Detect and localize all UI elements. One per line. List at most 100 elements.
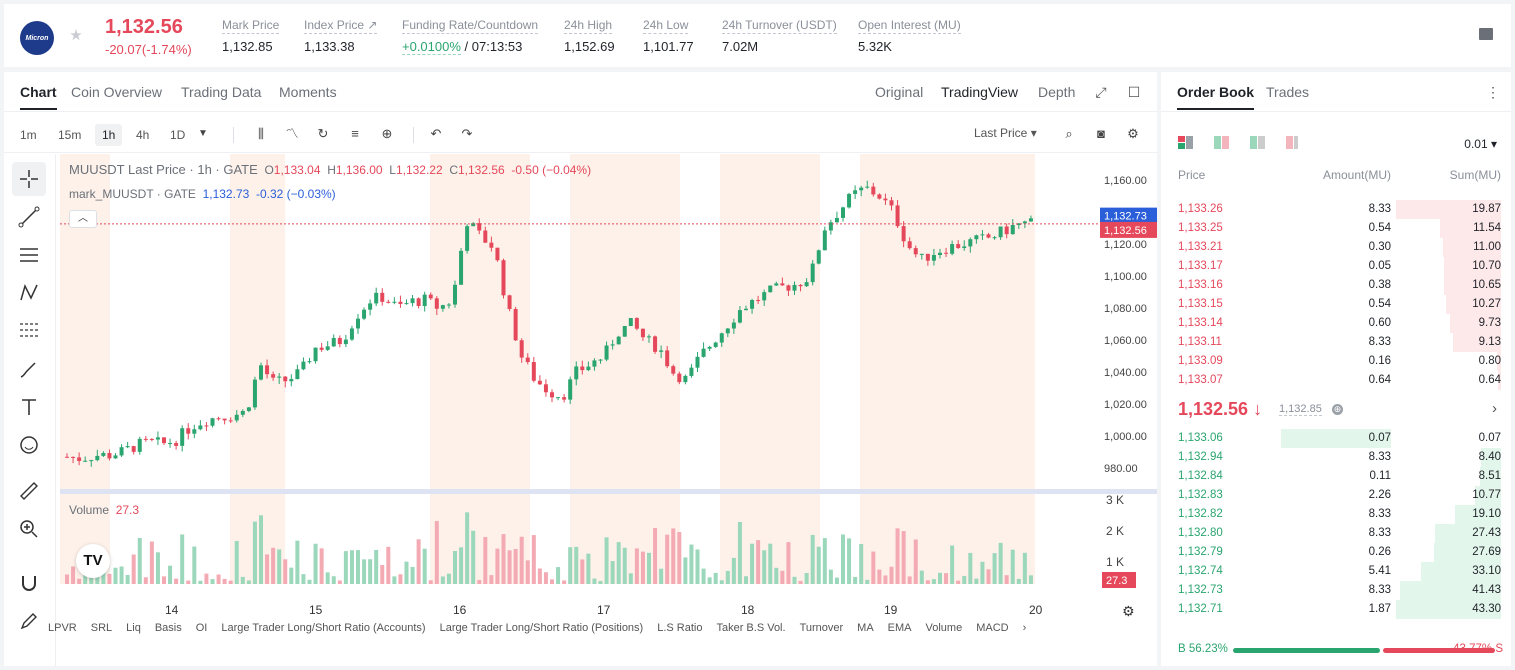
ask-row[interactable]: 1,133.16 0.38 10.65: [1161, 276, 1511, 295]
timeframe-1m[interactable]: 1m: [20, 128, 37, 142]
pattern-icon[interactable]: [12, 276, 46, 310]
bid-row[interactable]: 1,132.73 8.33 41.43: [1161, 581, 1511, 600]
more-icon[interactable]: ⋮: [1486, 84, 1500, 100]
bid-row[interactable]: 1,132.83 2.26 10.77: [1161, 486, 1511, 505]
ask-row[interactable]: 1,133.07 0.64 0.64: [1161, 371, 1511, 390]
timeframe-15m[interactable]: 15m: [58, 128, 82, 142]
volume-bar: [865, 579, 870, 584]
fib-icon[interactable]: [12, 314, 46, 348]
indicator-tab[interactable]: MA: [857, 622, 874, 634]
volume-bar: [659, 568, 664, 584]
ask-row[interactable]: 1,133.21 0.30 11.00: [1161, 238, 1511, 257]
crosshair-icon[interactable]: [12, 162, 46, 196]
chevron-right-icon[interactable]: ›: [1022, 622, 1027, 634]
tab-moments[interactable]: Moments: [279, 84, 337, 100]
stat-label[interactable]: Open Interest (MU): [858, 18, 961, 34]
pencil-lock-icon[interactable]: [12, 604, 46, 638]
favorite-star-icon[interactable]: ★: [69, 27, 83, 44]
indicator-tab[interactable]: MACD: [976, 622, 1009, 634]
undo-icon[interactable]: ↶: [430, 126, 442, 141]
precision-select[interactable]: 0.01 ▾: [1464, 137, 1497, 151]
tab-coin-overview[interactable]: Coin Overview: [71, 84, 163, 100]
timeframe-1d[interactable]: 1D: [170, 128, 186, 142]
ask-row[interactable]: 1,133.15 0.54 10.27: [1161, 295, 1511, 314]
indicator-tab[interactable]: LPVR: [48, 622, 77, 634]
stat-label[interactable]: Index Price ↗: [304, 18, 378, 34]
timeframe-1h[interactable]: 1h: [95, 124, 123, 146]
stat-index-price: Index Price ↗ 1,133.38: [304, 18, 378, 54]
bid-row[interactable]: 1,132.84 0.11 8.51: [1161, 467, 1511, 486]
brush-icon[interactable]: [12, 352, 46, 386]
indicators-icon[interactable]: 〽: [285, 126, 299, 141]
price-type-select[interactable]: Last Price ▾: [974, 126, 1037, 140]
timeframe-4h[interactable]: 4h: [136, 128, 150, 142]
bid-row[interactable]: 1,132.74 5.41 33.10: [1161, 562, 1511, 581]
tab-trading-data[interactable]: Trading Data: [181, 84, 262, 100]
ask-row[interactable]: 1,133.11 8.33 9.13: [1161, 333, 1511, 352]
ask-row[interactable]: 1,133.09 0.16 0.80: [1161, 352, 1511, 371]
indicator-tab[interactable]: Large Trader Long/Short Ratio (Accounts): [221, 622, 426, 634]
indicator-tab[interactable]: Large Trader Long/Short Ratio (Positions…: [439, 622, 644, 634]
indicator-tab[interactable]: SRL: [90, 622, 113, 634]
tab-tradingview[interactable]: TradingView: [941, 84, 1019, 100]
shield-icon[interactable]: ⊕: [1332, 404, 1343, 415]
indicator-tab[interactable]: Liq: [126, 622, 141, 634]
text-icon[interactable]: [12, 390, 46, 424]
candle-type-icon[interactable]: ⫼: [258, 126, 264, 141]
ask-row[interactable]: 1,133.17 0.05 10.70: [1161, 257, 1511, 276]
book-layout-icons[interactable]: [1178, 134, 1298, 152]
ask-row[interactable]: 1,133.14 0.60 9.73: [1161, 314, 1511, 333]
tab-depth[interactable]: Depth: [1038, 84, 1076, 100]
chevron-down-icon[interactable]: ▼: [198, 128, 208, 139]
stat-label[interactable]: Mark Price: [222, 18, 280, 34]
price-chart[interactable]: 1,160.001,140.001,120.001,100.001,080.00…: [60, 154, 1157, 666]
indicator-tab[interactable]: EMA: [887, 622, 912, 634]
add-indicator-icon[interactable]: ⊕: [381, 126, 393, 141]
bid-row[interactable]: 1,132.71 1.87 43.30: [1161, 600, 1511, 619]
candle-body: [525, 357, 530, 363]
candle-body: [956, 244, 961, 249]
tradingview-logo[interactable]: TV: [76, 544, 110, 578]
horizontal-lines-icon[interactable]: [12, 238, 46, 272]
candlestick-chart-svg[interactable]: 1,160.001,140.001,120.001,100.001,080.00…: [60, 154, 1157, 666]
redo-icon[interactable]: ↷: [461, 126, 473, 141]
indicator-tab[interactable]: Basis: [154, 622, 182, 634]
emoji-icon[interactable]: [12, 428, 46, 462]
bid-row[interactable]: 1,132.79 0.26 27.69: [1161, 543, 1511, 562]
bid-row[interactable]: 1,132.80 8.33 27.43: [1161, 524, 1511, 543]
indicator-tab[interactable]: OI: [195, 622, 208, 634]
settings-list-icon[interactable]: ≡: [351, 126, 359, 141]
expand-icon[interactable]: ⤢: [1095, 84, 1107, 100]
bid-row[interactable]: 1,132.82 8.33 19.10: [1161, 505, 1511, 524]
ruler-icon[interactable]: [12, 474, 46, 508]
tab-trades[interactable]: Trades: [1266, 84, 1310, 100]
tab-original[interactable]: Original: [875, 84, 924, 100]
indicator-tab[interactable]: Taker B.S Vol.: [716, 622, 786, 634]
stat-label[interactable]: Funding Rate/Countdown: [402, 18, 539, 34]
collapse-legend-button[interactable]: ︿: [69, 210, 97, 228]
bid-row[interactable]: 1,133.06 0.07 0.07: [1161, 429, 1511, 448]
ask-row[interactable]: 1,133.26 8.33 19.87: [1161, 200, 1511, 219]
tab-order-book[interactable]: Order Book: [1177, 84, 1255, 110]
magnet-icon[interactable]: [12, 566, 46, 600]
chevron-right-icon[interactable]: ›: [1492, 400, 1497, 417]
refresh-icon[interactable]: ↻: [317, 126, 329, 141]
window-icon[interactable]: ☐: [1127, 84, 1141, 100]
indicator-tab[interactable]: L.S Ratio: [657, 622, 703, 634]
indicator-tab[interactable]: Volume: [925, 622, 963, 634]
camera-icon[interactable]: ◙: [1097, 126, 1105, 141]
search-icon[interactable]: ⌕: [1065, 126, 1073, 141]
trend-line-icon[interactable]: [12, 200, 46, 234]
row-price: 1,133.26: [1178, 203, 1223, 215]
bid-row[interactable]: 1,132.94 8.33 8.40: [1161, 448, 1511, 467]
ask-row[interactable]: 1,133.25 0.54 11.54: [1161, 219, 1511, 238]
row-price: 1,133.11: [1178, 336, 1222, 348]
col-sum: Sum(MU): [1449, 168, 1501, 182]
divider: [413, 127, 414, 143]
indicator-tab[interactable]: Turnover: [799, 622, 844, 634]
notebook-icon[interactable]: [1479, 28, 1493, 40]
zoom-in-icon[interactable]: [12, 512, 46, 546]
gear-icon[interactable]: ⚙: [1127, 126, 1139, 141]
y-tick-label: 1,100.00: [1104, 271, 1147, 283]
tab-chart[interactable]: Chart: [20, 84, 57, 110]
